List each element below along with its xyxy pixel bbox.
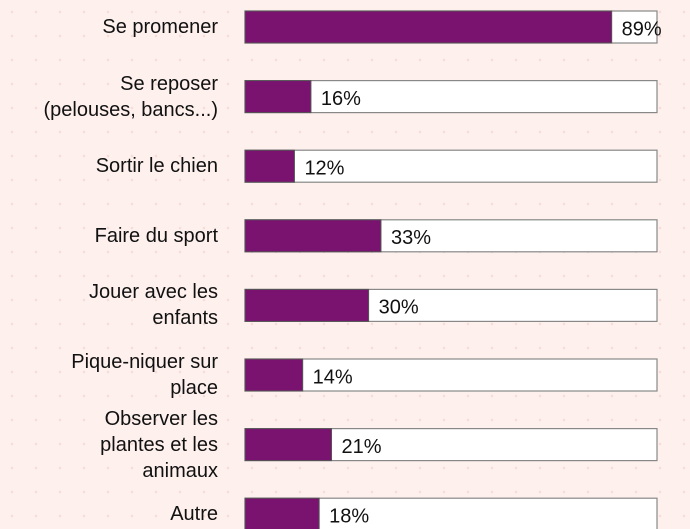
bar: [244, 497, 320, 529]
bar: [244, 288, 370, 322]
bar: [244, 428, 333, 462]
bar: [244, 219, 382, 253]
category-label: Jouer avec les enfants: [89, 281, 218, 330]
value-label: 30%: [379, 297, 419, 319]
value-label: 16%: [321, 88, 361, 110]
category-label: Se reposer (pelouses, bancs...): [43, 72, 218, 121]
value-label: 21%: [342, 436, 382, 458]
category-label: Pique-niquer sur place: [71, 351, 218, 399]
bar: [244, 358, 304, 392]
bar: [244, 149, 295, 183]
value-label: 18%: [329, 505, 369, 527]
value-label: 33%: [391, 227, 431, 249]
category-label: Observer les plantes et les animaux: [100, 407, 218, 482]
bar: [244, 10, 613, 44]
category-label: Faire du sport: [94, 224, 218, 247]
value-label: 14%: [313, 366, 353, 388]
category-label: Se promener: [102, 16, 218, 38]
bar: [244, 80, 312, 114]
value-label: 12%: [304, 157, 344, 179]
value-label: 89%: [622, 18, 662, 40]
bar-track: [244, 149, 658, 183]
category-label: Autre: [170, 503, 218, 526]
category-label: Sortir le chien: [95, 155, 218, 178]
bar-track: [244, 358, 658, 392]
